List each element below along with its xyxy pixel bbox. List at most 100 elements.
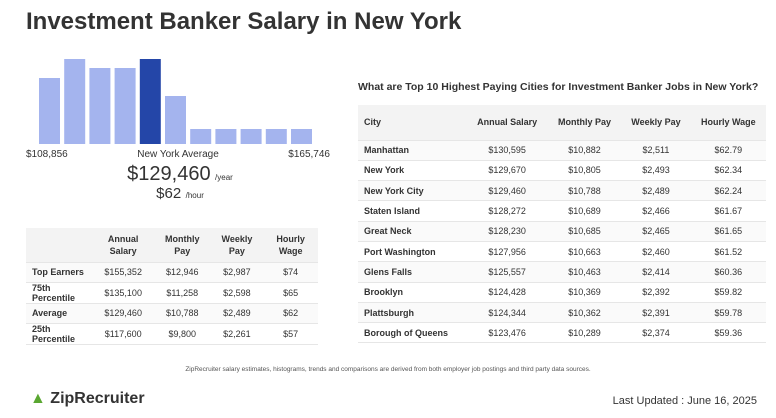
histogram-bar: [39, 78, 60, 144]
table-cell: New York: [358, 160, 467, 182]
table-row: Glens Falls $125,557 $10,463 $2,414 $60.36: [358, 261, 766, 283]
histogram-bar: [165, 96, 186, 144]
table-row: Manhattan $130,595 $10,882 $2,511 $62.79: [358, 140, 766, 161]
hourly-unit: /hour: [185, 191, 204, 200]
table-cell: Great Neck: [358, 221, 467, 242]
table-cell: $127,956: [466, 241, 548, 263]
table-cell: $10,689: [547, 200, 622, 222]
yearly-salary: $129,460 /year: [90, 163, 270, 186]
table-cell: Brooklyn: [358, 282, 467, 303]
table-cell: 75th Percentile: [26, 282, 93, 304]
table-cell: $62.79: [690, 140, 766, 161]
table-cell: $10,788: [547, 180, 622, 202]
last-updated: Last Updated : June 16, 2025: [612, 395, 757, 407]
table-cell: $61.67: [690, 200, 766, 222]
table-cell: $10,463: [547, 261, 622, 283]
column-header: Annual Salary: [92, 228, 155, 263]
table-cell: Manhattan: [358, 140, 467, 161]
table-cell: $59.78: [690, 302, 766, 324]
table-cell: $125,557: [466, 261, 548, 283]
table-cell: $155,352: [92, 262, 155, 283]
hourly-value: $62: [156, 185, 182, 202]
table-cell: $2,511: [621, 140, 691, 161]
table-cell: $2,987: [210, 262, 264, 283]
max-label: $165,746: [288, 149, 330, 160]
table-cell: Plattsburgh: [358, 302, 467, 324]
table-cell: $2,466: [621, 200, 691, 222]
table-cell: $128,230: [466, 221, 548, 242]
table-cell: $129,670: [466, 160, 548, 182]
logo-icon: ▲: [30, 390, 46, 407]
cities-heading: What are Top 10 Highest Paying Cities fo…: [358, 81, 759, 93]
table-cell: $130,595: [466, 140, 548, 161]
table-cell: $12,946: [154, 262, 211, 283]
column-header: City: [358, 105, 467, 141]
table-head: City Annual Salary Monthly Pay Weekly Pay Ho…: [358, 105, 766, 141]
table-cell: $2,493: [621, 160, 691, 182]
table-cell: $10,369: [547, 282, 622, 303]
table-row: Brooklyn $124,428 $10,369 $2,392 $59.82: [358, 282, 766, 303]
table-row: 25th Percentile $117,600 $9,800 $2,261 $57: [26, 323, 318, 345]
yearly-value: $129,460: [127, 163, 211, 185]
table-cell: $2,391: [621, 302, 691, 324]
table-cell: $10,805: [547, 160, 622, 182]
table-cell: $61.65: [690, 221, 766, 242]
table-cell: $65: [263, 282, 318, 304]
column-header: Hourly Wage: [690, 105, 766, 141]
hourly-salary: $62 /hour: [90, 185, 270, 203]
logo: ▲ ZipRecruiter: [30, 390, 145, 408]
table-cell: Borough of Queens: [358, 322, 467, 344]
table-cell: $124,344: [466, 302, 548, 324]
table-row: Great Neck $128,230 $10,685 $2,465 $61.65: [358, 221, 766, 242]
table-row: Port Washington $127,956 $10,663 $2,460 $61.…: [358, 241, 766, 263]
table-cell: $124,428: [466, 282, 548, 303]
table-cell: $2,489: [621, 180, 691, 202]
table-cell: Top Earners: [26, 262, 93, 283]
histogram-bar: [190, 129, 212, 144]
table-body: Top Earners $155,352 $12,946 $2,987 $74 75th …: [26, 262, 318, 345]
column-header: [26, 228, 93, 263]
table-cell: $10,788: [154, 303, 211, 324]
table-cell: $60.36: [690, 261, 766, 283]
table-cell: $9,800: [154, 323, 211, 345]
cities-table: City Annual Salary Monthly Pay Weekly Pay Ho…: [358, 105, 766, 344]
table-cell: $2,465: [621, 221, 691, 242]
table-row: New York City $129,460 $10,788 $2,489 $62.24: [358, 180, 766, 202]
table-cell: $59.36: [690, 322, 766, 344]
table-cell: Port Washington: [358, 241, 467, 263]
table-cell: $129,460: [92, 303, 155, 324]
column-header: Monthly Pay: [547, 105, 622, 141]
histogram-bar: [291, 129, 312, 144]
table-cell: $135,100: [92, 282, 155, 304]
table-head: Annual Salary Monthly Pay Weekly Pay Hourly…: [26, 228, 318, 263]
table-cell: Staten Island: [358, 200, 467, 222]
table-cell: $10,289: [547, 322, 622, 344]
table-body: Manhattan $130,595 $10,882 $2,511 $62.79 New …: [358, 140, 766, 344]
table-cell: $2,374: [621, 322, 691, 344]
table-row: Average $129,460 $10,788 $2,489 $62: [26, 303, 318, 324]
table-cell: $62.34: [690, 160, 766, 182]
histogram-bar: [240, 129, 262, 144]
table-cell: $10,362: [547, 302, 622, 324]
table-row: New York $129,670 $10,805 $2,493 $62.34: [358, 160, 766, 182]
table-cell: $2,414: [621, 261, 691, 283]
table-cell: $10,685: [547, 221, 622, 242]
column-header: Weekly Pay: [210, 228, 264, 263]
table-cell: $2,460: [621, 241, 691, 263]
table-row: Borough of Queens $123,476 $10,289 $2,374 $5…: [358, 322, 766, 344]
histogram-bar: [64, 59, 86, 144]
column-header: Monthly Pay: [154, 228, 211, 263]
percentile-table: Annual Salary Monthly Pay Weekly Pay Hourly…: [26, 228, 318, 345]
table-row: 75th Percentile $135,100 $11,258 $2,598 $65: [26, 282, 318, 304]
table-cell: $57: [263, 323, 318, 345]
table-row: Staten Island $128,272 $10,689 $2,466 $61.67: [358, 200, 766, 222]
table-cell: Glens Falls: [358, 261, 467, 283]
table-cell: New York City: [358, 180, 467, 202]
column-header: Hourly Wage: [263, 228, 318, 263]
histogram: [39, 59, 312, 144]
table-cell: $74: [263, 262, 318, 283]
table-cell: $62.24: [690, 180, 766, 202]
column-header: Annual Salary: [466, 105, 548, 141]
table-cell: $117,600: [92, 323, 155, 345]
